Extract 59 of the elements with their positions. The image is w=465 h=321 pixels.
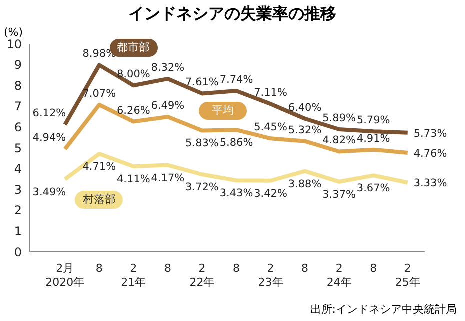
series-label: 村落部 xyxy=(75,191,124,209)
x-tick-label: 2 25年 xyxy=(395,262,420,289)
data-label: 6.26% xyxy=(117,104,150,117)
data-label: 4.76% xyxy=(414,148,448,160)
x-tick-label: 2 23年 xyxy=(258,262,284,289)
data-label: 7.61% xyxy=(186,76,219,89)
y-tick-label: 7 xyxy=(14,100,22,114)
data-label: 5.73% xyxy=(414,128,448,140)
data-label: 5.79% xyxy=(356,114,390,127)
data-label: 5.89% xyxy=(322,112,356,124)
y-axis-title: (%) xyxy=(4,26,24,39)
y-tick-label: 5 xyxy=(14,141,22,156)
data-label: 4.94% xyxy=(32,132,66,144)
y-tick-label: 6 xyxy=(14,120,22,134)
text: 出所:インドネシア中央統計局 xyxy=(310,302,457,317)
data-label: 5.86% xyxy=(220,137,254,150)
y-tick-label: 4 xyxy=(14,162,22,176)
x-tick-label: 8 xyxy=(96,262,103,275)
x-tick-label: 2 21年 xyxy=(121,262,146,289)
data-label: 4.17% xyxy=(151,172,185,184)
y-tick-label: 3 xyxy=(14,182,22,197)
data-label: 4.11% xyxy=(117,174,150,186)
data-label: 3.37% xyxy=(322,188,356,201)
data-label: 5.83% xyxy=(186,138,219,150)
data-label: 5.45% xyxy=(254,122,288,134)
x-tick-label: 2月 2020年 xyxy=(46,262,85,289)
series-label: 平均 xyxy=(198,102,247,120)
data-label: 3.33% xyxy=(414,178,448,190)
data-label: 3.67% xyxy=(356,182,390,195)
data-label: 3.88% xyxy=(288,178,322,190)
data-label: 6.49% xyxy=(151,100,185,112)
y-tick-label: 9 xyxy=(14,58,22,72)
data-label: 3.42% xyxy=(254,188,288,200)
data-label: 5.32% xyxy=(288,124,322,136)
data-label: 4.91% xyxy=(356,132,390,145)
data-label: 6.40% xyxy=(288,102,322,114)
y-tick-label: 10 xyxy=(6,37,22,52)
x-tick-label: 8 xyxy=(302,262,309,275)
x-tick-label: 8 xyxy=(370,262,378,275)
data-label: 6.12% xyxy=(32,108,66,120)
y-tick-label: 0 xyxy=(14,245,22,260)
data-label: 3.72% xyxy=(186,182,219,194)
data-label: 3.49% xyxy=(32,186,66,198)
chart-title: インドネシアの失業率の推移 xyxy=(128,4,338,25)
series-label: 都市部 xyxy=(117,41,150,54)
data-label: 4.82% xyxy=(322,134,356,147)
x-tick-label: 2 22年 xyxy=(190,262,215,289)
data-label: 3.43% xyxy=(220,188,254,200)
y-tick-label: 1 xyxy=(14,224,22,238)
data-label: 7.74% xyxy=(220,74,254,86)
data-label: 8.00% xyxy=(117,68,150,81)
x-tick-label: 8 xyxy=(164,262,172,275)
data-label: 7.11% xyxy=(254,87,288,100)
y-tick-label: 2 xyxy=(14,204,22,218)
x-tick-label: 2 24年 xyxy=(326,262,352,289)
y-tick-label: 8 xyxy=(14,78,22,93)
x-tick-label: 8 xyxy=(233,262,240,275)
data-label: 4.71% xyxy=(82,161,116,174)
data-label: 8.32% xyxy=(151,62,185,74)
